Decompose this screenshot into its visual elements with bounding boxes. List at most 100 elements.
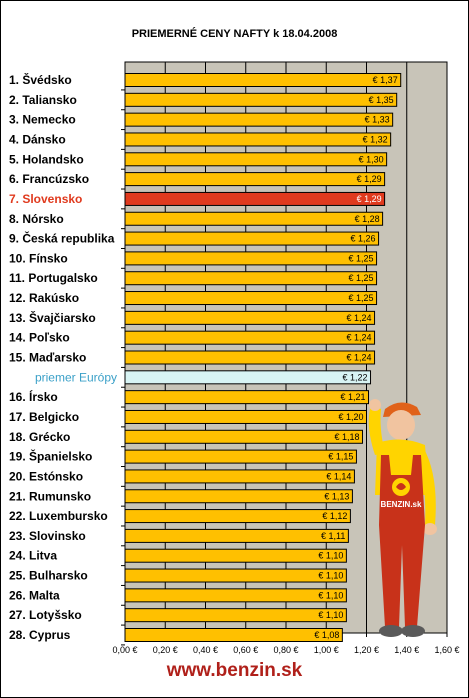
bar-value-label: € 1,18 xyxy=(334,432,359,442)
category-label: 4. Dánsko xyxy=(9,132,66,146)
category-label: 27. Lotyšsko xyxy=(9,608,82,622)
bar xyxy=(124,231,380,246)
category-label: 20. Estónsko xyxy=(9,469,83,483)
bar-value-label: € 1,24 xyxy=(347,333,372,343)
bar-value-label: € 1,35 xyxy=(369,95,394,105)
bar-value-label: € 1,11 xyxy=(321,531,345,541)
bar xyxy=(124,251,378,266)
head-icon xyxy=(387,410,415,440)
bar-value-label: € 1,10 xyxy=(318,610,343,620)
category-label: 16. Írsko xyxy=(9,389,58,404)
bar xyxy=(124,489,353,504)
bar-value-label: € 1,08 xyxy=(314,630,339,640)
bar-value-label: € 1,10 xyxy=(318,571,343,581)
overalls-icon xyxy=(379,455,425,627)
bar xyxy=(124,132,392,147)
mascot-shirt-text: BENZIN.sk xyxy=(381,500,422,509)
bar-value-label: € 1,14 xyxy=(326,471,351,481)
bar-value-label: € 1,15 xyxy=(328,452,353,462)
category-label: priemer Európy xyxy=(35,370,117,384)
x-axis-ticks: 0,00 € 0,20 € 0,40 € 0,60 € 0,80 € 1,00 € 1,20… xyxy=(112,645,459,655)
bar xyxy=(124,509,351,524)
category-label: 1. Švédsko xyxy=(9,72,72,87)
x-tick-label: 1,40 € xyxy=(394,645,419,655)
bar xyxy=(124,568,347,583)
category-label: 5. Holandsko xyxy=(9,152,84,166)
bar xyxy=(124,628,343,642)
bar xyxy=(124,211,384,226)
category-label: 18. Grécko xyxy=(9,430,70,444)
x-tick-label: 0,80 € xyxy=(273,645,298,655)
bar xyxy=(124,310,376,325)
bar xyxy=(124,92,398,107)
bar-value-label: € 1,10 xyxy=(318,551,343,561)
bar xyxy=(124,350,376,365)
category-label: 21. Rumunsko xyxy=(9,489,91,503)
bar-value-label: € 1,10 xyxy=(318,590,343,600)
category-label: 28. Cyprus xyxy=(9,628,71,642)
bar xyxy=(124,469,355,484)
category-label: 11. Portugalsko xyxy=(9,271,98,285)
bar-value-label: € 1,21 xyxy=(340,392,365,402)
category-label: 8. Nórsko xyxy=(9,212,64,226)
bar xyxy=(124,608,347,623)
bar xyxy=(124,429,363,444)
category-label: 24. Litva xyxy=(9,549,57,563)
category-label: 3. Nemecko xyxy=(9,113,76,127)
category-label: 15. Maďarsko xyxy=(9,351,86,365)
category-label: 13. Švajčiarsko xyxy=(9,310,96,325)
category-label: 26. Malta xyxy=(9,588,60,602)
category-label: 23. Slovinsko xyxy=(9,529,86,543)
category-label: 9. Česká republika xyxy=(9,231,115,246)
bar-value-label: € 1,13 xyxy=(324,491,349,501)
bar xyxy=(124,449,357,464)
bar-value-label: € 1,28 xyxy=(355,214,380,224)
bar xyxy=(124,409,367,424)
category-label: 12. Rakúsko xyxy=(9,291,79,305)
bar xyxy=(124,112,394,127)
bar xyxy=(124,191,386,206)
x-tick-label: 1,00 € xyxy=(314,645,339,655)
bar xyxy=(124,271,378,286)
bar-value-label: € 1,25 xyxy=(349,253,374,263)
bar-value-label: € 1,24 xyxy=(347,353,372,363)
category-label: 25. Bulharsko xyxy=(9,569,88,583)
bar xyxy=(124,370,372,385)
mascot-illustration: BENZIN.sk xyxy=(368,399,437,637)
x-tick-label: 1,60 € xyxy=(434,645,459,655)
category-labels: 1. Švédsko 2. Taliansko 3. Nemecko 4. Dánsk… xyxy=(9,72,125,646)
bar-value-label: € 1,33 xyxy=(365,115,390,125)
category-label: 14. Poľsko xyxy=(9,331,70,345)
bar-value-label: € 1,32 xyxy=(363,134,388,144)
x-tick-label: 0,20 € xyxy=(153,645,178,655)
bar xyxy=(124,588,347,603)
bar-value-label: € 1,29 xyxy=(357,194,382,204)
chart-title: PRIEMERNÉ CENY NAFTY k 18.04.2008 xyxy=(131,28,338,40)
footer-site[interactable]: www.benzin.sk xyxy=(166,660,303,681)
bar xyxy=(124,172,386,187)
bar-value-label: € 1,29 xyxy=(357,174,382,184)
bar-value-label: € 1,37 xyxy=(373,75,398,85)
category-label: 10. Fínsko xyxy=(9,251,68,265)
bar xyxy=(124,291,378,306)
bar xyxy=(124,330,376,345)
bar-value-label: € 1,12 xyxy=(322,511,347,521)
bar xyxy=(124,390,370,405)
bar-value-label: € 1,20 xyxy=(338,412,363,422)
bar-value-label: € 1,22 xyxy=(342,372,367,382)
category-label: 2. Taliansko xyxy=(9,93,77,107)
x-tick-label: 0,00 € xyxy=(112,645,137,655)
category-label: 6. Francúzsko xyxy=(9,172,89,186)
bar-value-label: € 1,30 xyxy=(359,154,384,164)
x-tick-label: 1,20 € xyxy=(354,645,379,655)
bar-value-label: € 1,26 xyxy=(351,234,376,244)
bar xyxy=(124,152,388,167)
x-tick-label: 0,60 € xyxy=(233,645,258,655)
bar xyxy=(124,73,402,87)
category-label: 7. Slovensko xyxy=(9,192,82,206)
bars: € 1,37 € 1,35 € 1,33 € 1,32 € 1,30 € 1,29 € 1,… xyxy=(124,73,402,642)
bar xyxy=(124,528,349,543)
x-tick-label: 0,40 € xyxy=(193,645,218,655)
bar-value-label: € 1,25 xyxy=(349,293,374,303)
